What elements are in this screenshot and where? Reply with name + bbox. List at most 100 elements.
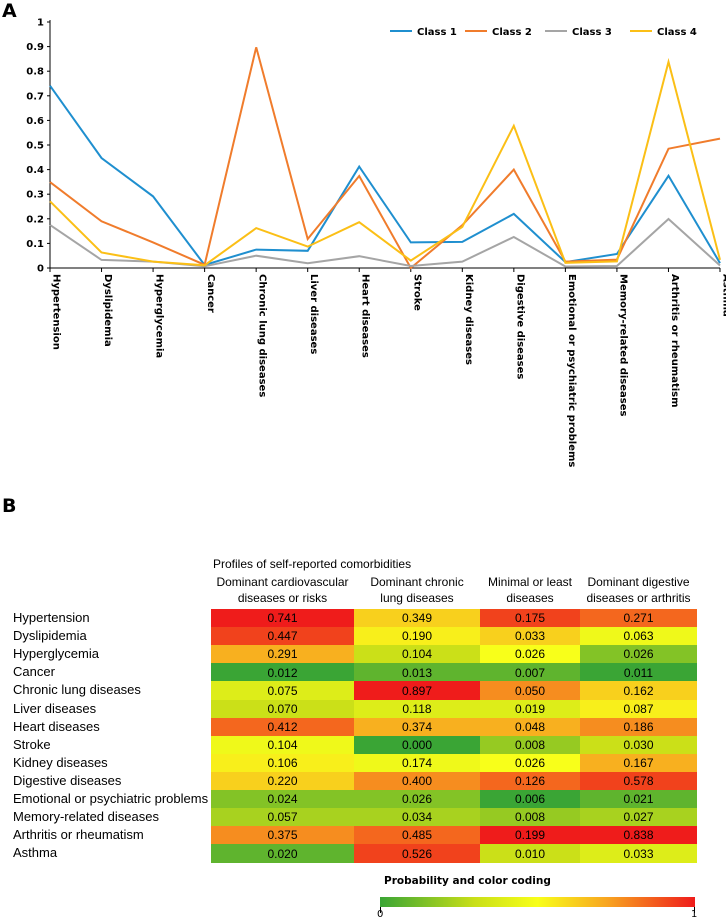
y-tick-label: 0.6 [26,116,44,127]
legend-label-class-1: Class 1 [417,27,457,38]
heatmap-cell: 0.220 [211,771,354,791]
column-header-line: Minimal or least [487,575,573,589]
colorbar [380,897,695,907]
heatmap-cell: 0.118 [354,699,480,719]
heatmap-cell: 0.010 [480,844,580,863]
column-header-line: diseases [506,591,554,605]
heatmap-cell: 0.019 [480,699,580,719]
heatmap-cell: 0.578 [580,771,697,791]
heatmap-cell: 0.126 [480,771,580,791]
x-tick-label: Chronic lung diseases [257,274,268,397]
y-tick-label: 0.8 [26,67,44,78]
row-label: Kidney diseases [13,754,108,770]
row-label: Arthritis or rheumatism [13,827,144,843]
heatmap-cell: 0.412 [211,717,354,737]
row-label: Chronic lung diseases [13,682,141,698]
heatmap-cell: 0.374 [354,717,480,737]
heatmap-cell: 0.027 [580,808,697,827]
x-tick-label: Asthma [721,274,726,317]
heatmap-cell: 0.021 [580,790,697,809]
column-header-line: Dominant chronic [370,575,464,589]
heatmap-cell: 0.075 [211,681,354,700]
row-label: Liver diseases [13,700,97,716]
x-tick-label: Dyslipidemia [102,274,113,347]
heatmap-cell: 0.485 [354,826,480,845]
heatmap-cell: 0.020 [211,844,354,863]
y-tick-label: 0.3 [26,190,44,201]
x-tick-label: Liver diseases [308,274,319,354]
heatmap-cell: 0.050 [480,681,580,700]
x-tick-label: Memory-related diseases [617,274,628,417]
legend-label-class-3: Class 3 [572,27,612,38]
heatmap-cell: 0.190 [354,627,480,646]
row-label: Emotional or psychiatric problems [13,791,209,806]
y-tick-label: 0.4 [26,165,44,176]
heatmap-cell: 0.199 [480,826,580,845]
y-tick-label: 0.7 [26,91,44,102]
x-tick-label: Kidney diseases [463,274,474,365]
column-header-line: diseases or arthritis [586,591,691,605]
heatmap-cell: 0.026 [580,645,697,664]
heatmap-cell: 0.175 [480,609,580,628]
heatmap-cell: 0.186 [580,717,697,737]
heatmap-cell: 0.034 [354,808,480,827]
heatmap-cell: 0.087 [580,699,697,719]
row-label: Hyperglycemia [13,646,99,662]
series-line-class-1 [49,85,721,267]
x-tick-label: Cancer [205,274,216,313]
row-label: Cancer [13,664,55,680]
colorbar-title: Probability and color coding [384,875,551,887]
heatmap-cell: 0.008 [480,808,580,827]
colorbar-min-label: 0 [377,909,384,920]
row-label: Asthma [13,845,58,861]
series-line-class-3 [49,217,721,268]
heatmap-cell: 0.349 [354,609,480,628]
heatmap-cell: 0.174 [354,753,480,773]
heatmap-cell: 0.070 [211,699,354,719]
column-header-line: diseases or risks [237,591,328,605]
y-tick-label: 1 [37,18,44,29]
series-line-class-4 [49,57,721,267]
column-header-line: Dominant digestive [587,575,690,589]
heatmap-cell: 0.106 [211,753,354,773]
y-tick-label: 0 [37,264,44,275]
row-label: Stroke [13,736,51,752]
heatmap-cell: 0.008 [480,735,580,755]
row-label: Digestive diseases [13,772,122,788]
column-header-line: lung diseases [380,591,454,605]
heatmap-cell: 0.271 [580,609,697,628]
heatmap-cell: 0.033 [580,844,697,863]
series-line-class-2 [49,47,721,270]
heatmap-cell: 0.048 [480,717,580,737]
y-tick-label: 0.9 [26,42,44,53]
column-header: Dominant chronic lung diseases [354,574,480,606]
heatmap-cell: 0.011 [580,663,697,682]
heatmap-cell: 0.033 [480,627,580,646]
heatmap-cell: 0.526 [354,844,480,863]
heatmap-cell: 0.057 [211,808,354,827]
heatmap-cell: 0.006 [480,790,580,809]
heatmap-cell: 0.030 [580,735,697,755]
heatmap-cell: 0.838 [580,826,697,845]
row-label: Hypertension [13,610,90,625]
x-tick-label: Heart diseases [360,274,371,358]
heatmap-cell: 0.000 [354,735,480,755]
heatmap-cell: 0.162 [580,681,697,700]
row-label: Heart diseases [13,718,100,734]
heatmap-cell: 0.063 [580,627,697,646]
column-header: Dominant cardiovascular diseases or risks [211,574,354,606]
heatmap-cell: 0.167 [580,753,697,773]
row-label: Memory-related diseases [13,809,159,825]
colorbar-max-label: 1 [691,909,698,920]
colorbar-tick-max [694,907,695,913]
y-tick-label: 0.2 [26,214,44,225]
x-tick-label: Digestive diseases [514,274,525,379]
heatmap-title: Profiles of self-reported comorbidities [213,557,412,571]
x-tick-label: Arthritis or rheumatism [669,274,680,408]
heatmap-cell: 0.447 [211,627,354,646]
x-tick-label: Hypertension [51,274,62,350]
heatmap-cell: 0.104 [211,735,354,755]
row-label: Dyslipidemia [13,628,87,644]
heatmap-cell: 0.741 [211,609,354,628]
x-tick-label: Emotional or psychiatric problems [566,274,577,467]
